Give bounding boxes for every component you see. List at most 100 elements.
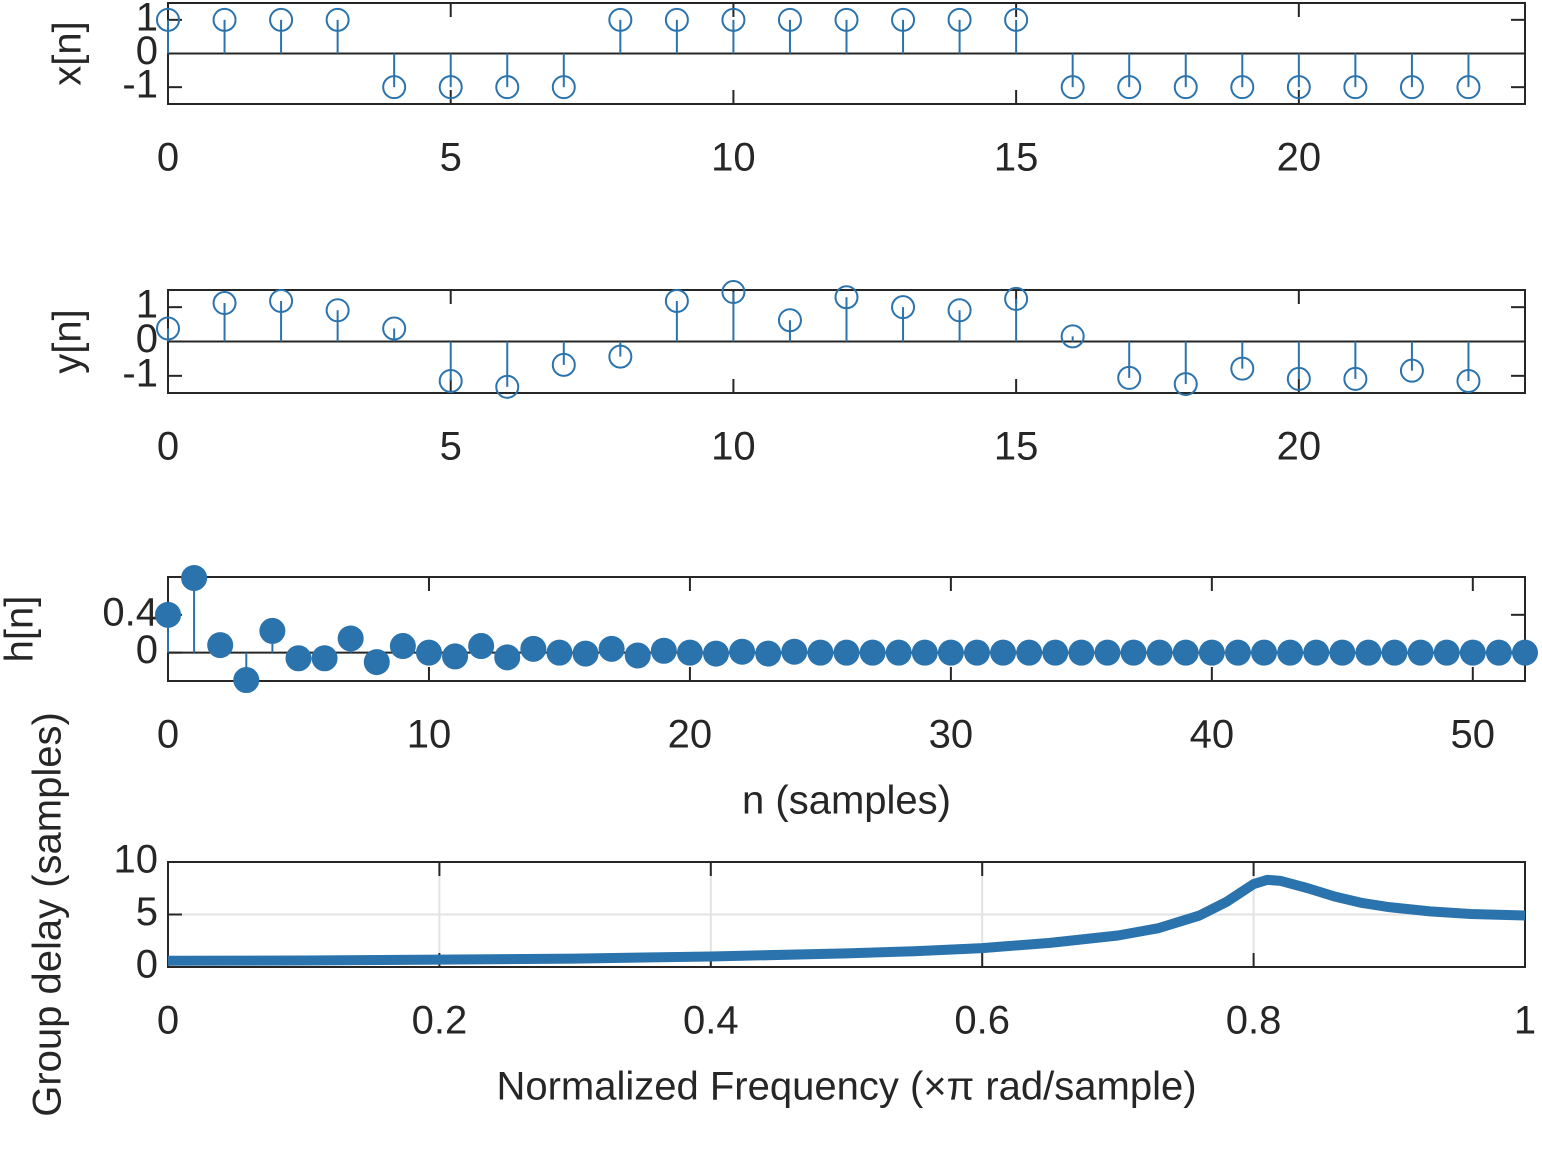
stem-marker xyxy=(1042,639,1069,666)
stem-marker xyxy=(233,667,260,694)
stem-marker xyxy=(1512,639,1538,666)
stem-marker xyxy=(1060,324,1085,349)
stem-marker xyxy=(807,639,834,666)
x-tick-label: 15 xyxy=(994,136,1039,180)
stem-marker xyxy=(1173,372,1198,397)
x-tick-label: 0.8 xyxy=(1226,999,1282,1043)
stem-marker xyxy=(382,75,407,100)
x-tick-label: 10 xyxy=(711,136,756,180)
stem-marker xyxy=(1399,358,1424,383)
stem-marker xyxy=(389,633,416,660)
y-axis-label: h[n] xyxy=(0,596,42,663)
x-tick-label: 20 xyxy=(1277,136,1322,180)
stem-marker xyxy=(650,637,677,664)
stem-marker xyxy=(285,645,312,672)
stem-marker xyxy=(777,7,802,32)
stem-marker xyxy=(891,295,916,320)
stem-marker xyxy=(1286,366,1311,391)
stem-marker xyxy=(1060,75,1085,100)
stem-marker xyxy=(572,640,599,667)
stem-marker xyxy=(834,285,859,310)
stem-marker xyxy=(1117,365,1142,390)
stem-marker xyxy=(1016,639,1043,666)
stem-marker xyxy=(207,632,234,659)
stem-marker xyxy=(1172,639,1199,666)
stem-marker xyxy=(781,638,808,665)
stem-marker xyxy=(947,298,972,323)
stem-marker xyxy=(1146,639,1173,666)
y-tick-label: 0.4 xyxy=(102,590,158,634)
stem-marker xyxy=(212,291,237,316)
y-tick-label: 0 xyxy=(136,317,158,361)
stem-marker xyxy=(624,642,651,669)
y-axis-label: x[n] xyxy=(46,21,90,85)
y-tick-label: 10 xyxy=(114,838,159,882)
stem-marker xyxy=(1399,75,1424,100)
stem-marker xyxy=(468,633,495,660)
stem-marker xyxy=(438,75,463,100)
stem-marker xyxy=(259,617,286,644)
stem-marker xyxy=(1120,639,1147,666)
x-tick-label: 0 xyxy=(157,136,179,180)
stem-marker xyxy=(156,7,180,32)
stem-marker xyxy=(947,7,972,32)
y-tick-label: 1 xyxy=(136,0,158,39)
stem-marker xyxy=(1407,639,1434,666)
stem-marker xyxy=(1286,75,1311,100)
stem-marker xyxy=(1456,368,1481,393)
y-tick-label: -1 xyxy=(122,351,158,395)
stem-marker xyxy=(1343,366,1368,391)
stem-marker xyxy=(729,638,756,665)
stem-marker xyxy=(608,344,633,369)
stem-marker xyxy=(1303,639,1330,666)
stem-marker xyxy=(520,635,547,662)
x-tick-label: 0 xyxy=(157,999,179,1043)
y-axis-label: Group delay (samples) xyxy=(26,712,70,1117)
x-tick-label: 0.4 xyxy=(683,999,739,1043)
x-tick-label: 10 xyxy=(711,425,756,469)
stem-marker xyxy=(1355,639,1382,666)
stem-marker xyxy=(551,75,576,100)
stem-marker xyxy=(911,639,938,666)
stem-marker xyxy=(1198,639,1225,666)
stem-marker xyxy=(546,639,573,666)
x-tick-label: 50 xyxy=(1451,713,1496,757)
stem-marker xyxy=(311,645,338,672)
y-tick-label: 5 xyxy=(136,890,158,934)
x-tick-label: 20 xyxy=(668,713,713,757)
stem-marker xyxy=(833,639,860,666)
stem-marker xyxy=(721,7,746,32)
stem-marker xyxy=(859,639,886,666)
stem-marker xyxy=(1173,75,1198,100)
stem-marker xyxy=(937,639,964,666)
stem-marker xyxy=(1343,75,1368,100)
stem-marker xyxy=(755,640,782,667)
stem-marker xyxy=(1433,639,1460,666)
stem-marker xyxy=(325,7,350,32)
stem-marker xyxy=(1485,639,1512,666)
x-tick-label: 40 xyxy=(1190,713,1235,757)
stem-marker xyxy=(1004,7,1029,32)
stem-marker xyxy=(269,288,294,313)
stem-marker xyxy=(155,601,181,628)
stem-marker xyxy=(1277,639,1304,666)
stem-marker xyxy=(337,625,364,652)
stem-marker xyxy=(1251,639,1278,666)
stem-marker xyxy=(834,7,859,32)
stem-marker xyxy=(1004,286,1029,311)
x-axis-label: n (samples) xyxy=(742,779,951,823)
stem-marker xyxy=(1459,639,1486,666)
stem-marker xyxy=(494,644,521,671)
stem-marker xyxy=(212,7,237,32)
x-tick-label: 20 xyxy=(1277,425,1322,469)
stem-marker xyxy=(363,649,390,676)
stem-marker xyxy=(1224,639,1251,666)
y-tick-label: 0 xyxy=(136,29,158,73)
stem-marker xyxy=(885,639,912,666)
stem-marker xyxy=(495,374,520,399)
x-tick-label: 1 xyxy=(1514,999,1536,1043)
y-tick-label: -1 xyxy=(122,63,158,107)
x-tick-label: 15 xyxy=(994,425,1039,469)
